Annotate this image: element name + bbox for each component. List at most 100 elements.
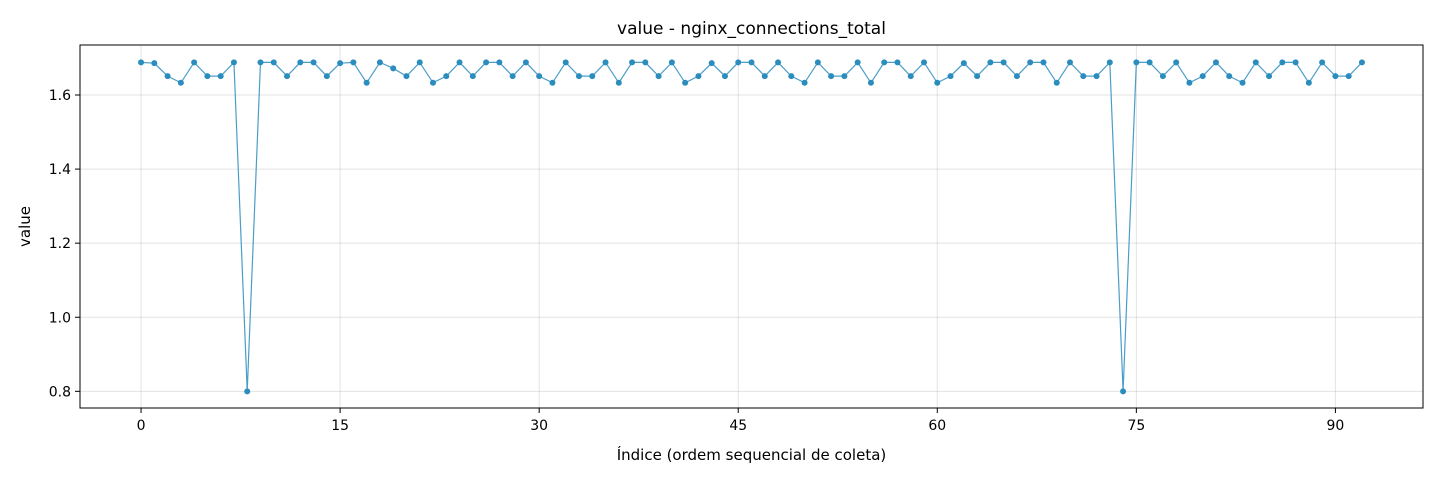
- data-point: [987, 59, 994, 66]
- data-point: [788, 73, 795, 80]
- data-point: [1066, 59, 1073, 66]
- data-point: [151, 60, 158, 67]
- data-point: [947, 73, 954, 80]
- data-point: [323, 73, 330, 80]
- data-point: [735, 59, 742, 66]
- x-tick-label: 30: [530, 418, 548, 434]
- data-point: [310, 59, 317, 66]
- data-point: [1279, 59, 1286, 66]
- data-point: [390, 65, 397, 72]
- data-point: [907, 73, 914, 80]
- data-point: [695, 73, 702, 80]
- data-point: [270, 59, 277, 66]
- data-point: [1013, 73, 1020, 80]
- data-point: [1266, 73, 1273, 80]
- data-point: [1319, 59, 1326, 66]
- data-point: [761, 73, 768, 80]
- y-tick-label: 1.6: [49, 88, 71, 104]
- x-tick-label: 60: [928, 418, 946, 434]
- grid-layer: [80, 45, 1423, 408]
- data-point: [721, 73, 728, 80]
- data-point: [642, 59, 649, 66]
- data-point: [960, 60, 967, 67]
- data-point: [562, 59, 569, 66]
- series-layer: [138, 59, 1365, 395]
- data-point: [1027, 59, 1034, 66]
- data-point: [1345, 73, 1352, 80]
- data-point: [509, 73, 516, 80]
- data-point: [443, 73, 450, 80]
- series-line: [141, 60, 1363, 392]
- data-point: [1159, 73, 1166, 80]
- data-point: [828, 73, 835, 80]
- data-point: [602, 59, 609, 66]
- data-point: [257, 59, 264, 66]
- data-point: [748, 59, 755, 66]
- data-point: [589, 73, 596, 80]
- data-point: [1358, 59, 1365, 66]
- x-tick-label: 0: [137, 418, 146, 434]
- data-point: [376, 59, 383, 66]
- data-point: [549, 79, 556, 86]
- data-point: [1332, 73, 1339, 80]
- data-point: [775, 59, 782, 66]
- data-point: [522, 59, 529, 66]
- data-point: [1146, 59, 1153, 66]
- data-point: [1292, 59, 1299, 66]
- data-point: [841, 73, 848, 80]
- tick-layer: 0 15 30 45 60 75 90 0.8 1.0 1.2 1.4 1.6: [49, 88, 1345, 434]
- x-axis-label: Índice (ordem sequencial de coleta): [617, 445, 887, 464]
- data-point: [416, 59, 423, 66]
- data-point: [814, 59, 821, 66]
- data-point: [191, 59, 198, 66]
- x-tick-label: 75: [1127, 418, 1145, 434]
- x-tick-label: 90: [1326, 418, 1344, 434]
- data-point: [138, 59, 145, 66]
- data-point: [1252, 59, 1259, 66]
- data-point: [881, 59, 888, 66]
- data-point: [974, 73, 981, 80]
- y-tick-label: 1.2: [49, 236, 71, 252]
- data-point: [668, 59, 675, 66]
- data-point: [1053, 79, 1060, 86]
- data-point: [363, 79, 370, 86]
- x-tick-label: 45: [729, 418, 747, 434]
- data-point: [854, 59, 861, 66]
- data-point: [217, 73, 224, 80]
- data-point: [350, 59, 357, 66]
- data-point: [164, 73, 171, 80]
- data-point: [1212, 59, 1219, 66]
- data-point: [1239, 79, 1246, 86]
- data-point: [1040, 59, 1047, 66]
- data-point: [921, 59, 928, 66]
- y-axis-label: value: [16, 206, 34, 247]
- data-point: [575, 73, 582, 80]
- data-point: [615, 79, 622, 86]
- data-point: [483, 59, 490, 66]
- data-point: [403, 73, 410, 80]
- data-point: [337, 60, 344, 67]
- data-point: [801, 79, 808, 86]
- data-point: [496, 59, 503, 66]
- data-point: [629, 59, 636, 66]
- data-point: [1133, 59, 1140, 66]
- data-point: [469, 73, 476, 80]
- data-point: [1080, 73, 1087, 80]
- data-point: [894, 59, 901, 66]
- data-point: [1093, 73, 1100, 80]
- data-point: [430, 79, 437, 86]
- data-point: [1000, 59, 1007, 66]
- data-point: [230, 59, 237, 66]
- data-point: [1106, 59, 1113, 66]
- data-point: [1186, 79, 1193, 86]
- data-point: [934, 79, 941, 86]
- data-point: [682, 79, 689, 86]
- y-tick-label: 1.0: [49, 310, 71, 326]
- data-point: [1173, 59, 1180, 66]
- data-point: [536, 73, 543, 80]
- data-point: [1305, 79, 1312, 86]
- data-point: [655, 73, 662, 80]
- data-point: [708, 60, 715, 67]
- plot-frame: [79, 44, 1424, 409]
